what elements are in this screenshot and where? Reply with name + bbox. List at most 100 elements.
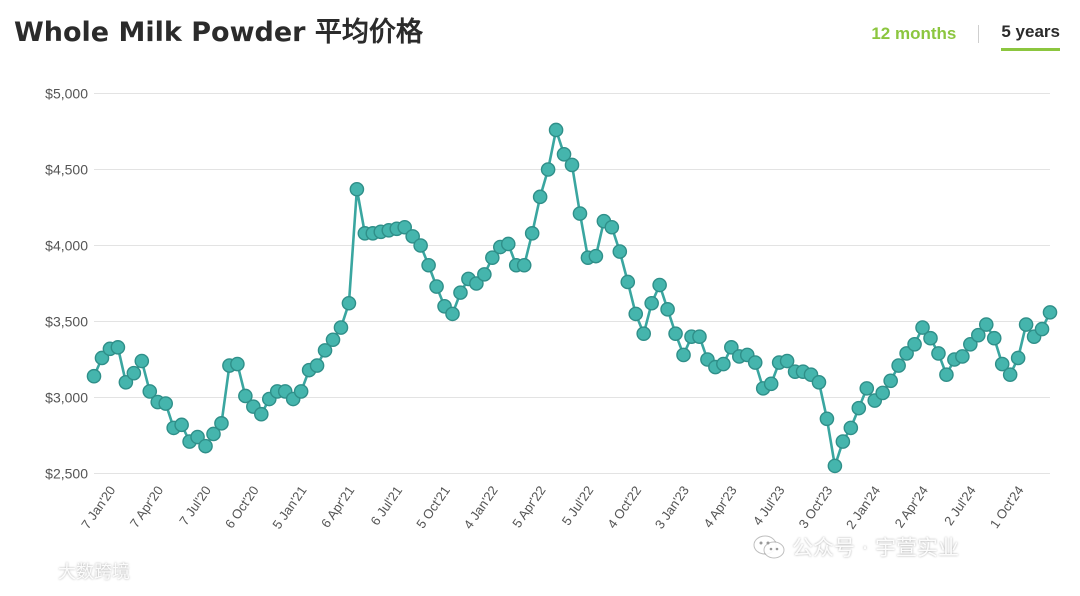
data-point[interactable] [644, 295, 659, 311]
x-tick-label: 6 Oct'20 [222, 483, 262, 531]
x-tick-label: 1 Oct'24 [987, 483, 1027, 531]
data-point[interactable] [429, 279, 444, 294]
data-point[interactable] [676, 347, 691, 363]
data-point[interactable] [1002, 367, 1018, 383]
tab-divider [978, 24, 980, 43]
data-point[interactable] [500, 236, 516, 252]
data-point[interactable] [158, 396, 173, 411]
data-point[interactable] [628, 306, 644, 322]
data-point[interactable] [986, 330, 1002, 346]
data-point[interactable] [110, 340, 126, 355]
data-point[interactable] [1034, 321, 1050, 337]
data-point[interactable] [994, 356, 1010, 372]
data-point[interactable] [230, 356, 245, 372]
data-point[interactable] [445, 306, 460, 322]
data-point[interactable] [198, 438, 213, 454]
data-point[interactable] [636, 326, 652, 341]
data-point[interactable] [540, 162, 556, 177]
y-tick-label: $4,000 [45, 238, 88, 254]
data-point[interactable] [588, 248, 604, 264]
data-point[interactable] [94, 350, 110, 366]
data-point[interactable] [126, 365, 142, 381]
data-point[interactable] [532, 189, 548, 205]
data-point[interactable] [134, 353, 150, 369]
x-tick-label: 2 Apr'24 [892, 483, 931, 530]
data-point[interactable] [660, 302, 675, 317]
data-point[interactable] [1042, 305, 1058, 320]
data-point[interactable] [779, 353, 795, 369]
data-point[interactable] [485, 250, 500, 265]
data-point[interactable] [620, 274, 636, 290]
data-point[interactable] [309, 358, 325, 373]
data-point[interactable] [668, 326, 683, 341]
data-point[interactable] [923, 330, 938, 346]
data-point[interactable] [556, 147, 572, 162]
data-point[interactable] [747, 355, 763, 370]
data-point[interactable] [524, 226, 540, 241]
data-point[interactable] [875, 385, 891, 401]
period-tabs: 12 months 5 years [871, 22, 1060, 51]
data-point[interactable] [214, 416, 229, 431]
x-axis-labels: 7 Jan'20 7 Apr'20 7 Jul'20 6 Oct'20 5 Jan'21… [78, 483, 1026, 532]
data-point[interactable] [971, 327, 986, 343]
tab-5-years[interactable]: 5 years [1001, 22, 1060, 51]
data-point[interactable] [341, 295, 357, 311]
data-point[interactable] [349, 181, 365, 197]
data-point[interactable] [174, 417, 189, 433]
data-point[interactable] [477, 267, 492, 282]
tab-12-months[interactable]: 12 months [871, 23, 957, 43]
data-point[interactable] [86, 368, 102, 384]
data-point[interactable] [907, 336, 922, 352]
data-point[interactable] [604, 219, 620, 235]
data-point[interactable] [1018, 317, 1034, 332]
data-point[interactable] [692, 329, 707, 345]
data-point[interactable] [572, 206, 588, 221]
data-point[interactable] [253, 406, 269, 422]
data-point[interactable] [811, 374, 827, 390]
data-point[interactable] [190, 429, 205, 445]
data-point[interactable] [325, 332, 341, 348]
data-point[interactable] [612, 244, 628, 259]
data-point[interactable] [819, 411, 835, 427]
data-point[interactable] [724, 340, 739, 355]
data-point[interactable] [931, 346, 946, 361]
data-point[interactable] [564, 157, 580, 173]
data-point[interactable] [851, 400, 867, 416]
data-point[interactable] [469, 276, 484, 291]
data-point[interactable] [827, 458, 843, 474]
data-point[interactable] [317, 343, 333, 358]
data-point[interactable] [891, 358, 906, 373]
data-point[interactable] [453, 285, 468, 300]
data-point[interactable] [978, 317, 994, 332]
data-point[interactable] [516, 257, 532, 273]
data-point[interactable] [405, 229, 420, 244]
x-tick-label: 7 Jan'20 [78, 483, 118, 532]
data-point[interactable] [963, 336, 978, 352]
data-point[interactable] [293, 384, 309, 399]
data-point[interactable] [883, 373, 898, 389]
data-point[interactable] [915, 320, 930, 335]
data-point[interactable] [142, 384, 158, 399]
data-point[interactable] [421, 257, 436, 273]
data-point[interactable] [206, 426, 221, 442]
data-point[interactable] [716, 356, 731, 372]
data-point[interactable] [118, 374, 134, 390]
data-point[interactable] [1010, 350, 1026, 366]
data-point[interactable] [548, 122, 564, 138]
data-point[interactable] [843, 420, 859, 436]
data-point[interactable] [835, 434, 851, 449]
data-point[interactable] [333, 320, 349, 335]
data-point[interactable] [397, 219, 413, 235]
data-point[interactable] [413, 238, 428, 253]
data-point[interactable] [939, 367, 954, 383]
x-tick-label: 6 Jul'21 [367, 483, 405, 528]
data-point[interactable] [652, 277, 667, 293]
y-tick-label: $5,000 [45, 86, 88, 102]
data-point[interactable] [859, 381, 875, 396]
data-point[interactable] [955, 349, 970, 364]
data-point[interactable] [238, 388, 253, 404]
data-point[interactable] [899, 346, 914, 361]
x-tick-label: 4 Oct'22 [604, 483, 644, 531]
watermark-right-text: 公众号 · 宇萱实业 [792, 536, 960, 560]
data-point[interactable] [763, 376, 779, 392]
